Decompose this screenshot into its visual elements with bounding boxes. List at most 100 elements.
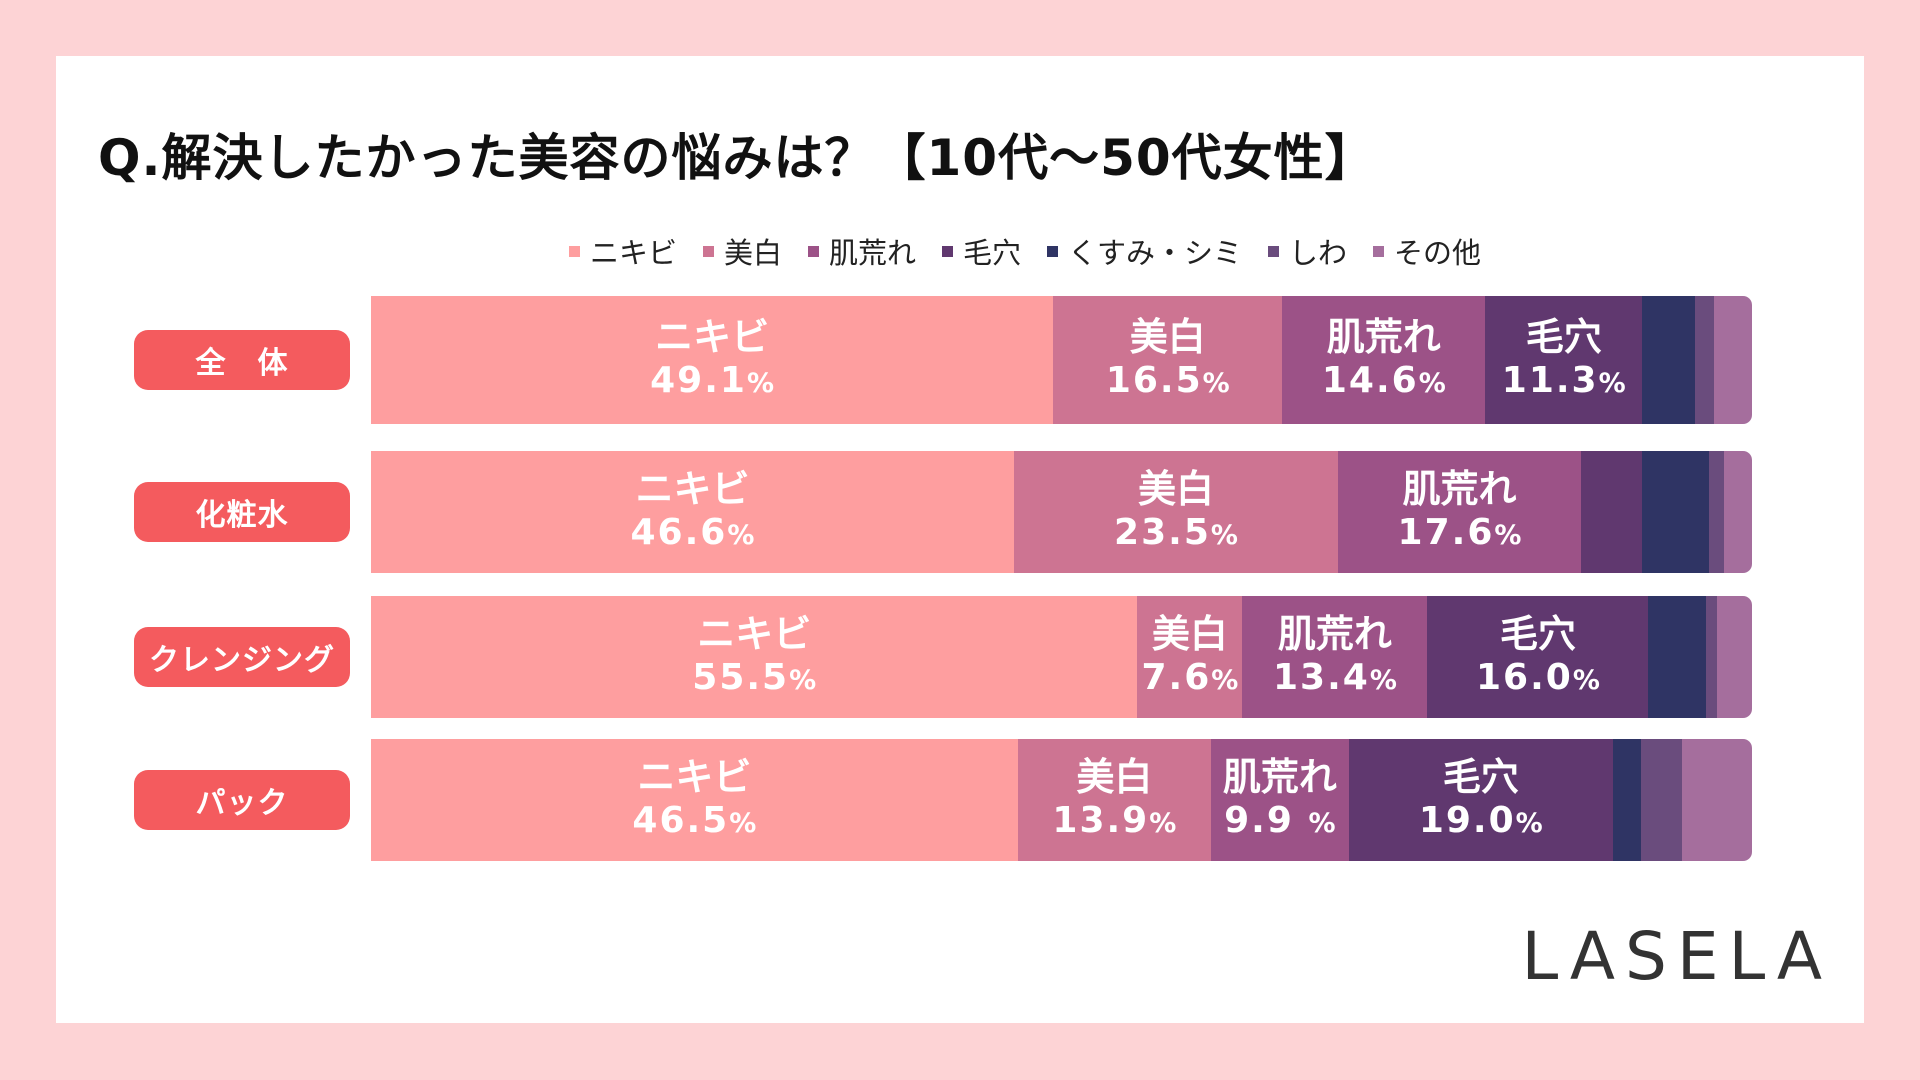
bar-segment: 毛穴 11.3% <box>1485 296 1643 424</box>
segment-value-suffix: % <box>1515 807 1543 839</box>
segment-category-label: ニキビ <box>635 466 750 511</box>
bar-segment <box>1640 739 1683 861</box>
segment-value-label: 13.4% <box>1273 656 1397 703</box>
bar-segment: 肌荒れ 14.6% <box>1282 296 1486 424</box>
legend-swatch <box>807 245 819 257</box>
bar-segment: ニキビ 49.1% <box>371 296 1054 424</box>
segment-value-suffix: % <box>1202 367 1230 399</box>
legend-swatch <box>568 245 580 257</box>
segment-category-label: 美白 <box>1151 611 1228 656</box>
bar-segment: 美白 16.5% <box>1053 296 1283 424</box>
legend-swatch <box>1268 245 1280 257</box>
legend: ニキビ 美白 肌荒れ 毛穴 くすみ・シミ しわ その他 <box>0 230 1920 272</box>
legend-item: くすみ・シミ <box>1047 230 1242 272</box>
bar-segment <box>1612 739 1641 861</box>
legend-item: 肌荒れ <box>807 230 916 272</box>
bar-segment: 肌荒れ 17.6% <box>1338 451 1581 573</box>
legend-swatch <box>1373 245 1385 257</box>
legend-swatch <box>941 245 953 257</box>
legend-item: 美白 <box>702 230 782 272</box>
legend-label: ニキビ <box>589 236 677 270</box>
segment-value-number: 13.9 <box>1052 799 1150 841</box>
legend-label: くすみ・シミ <box>1068 236 1243 270</box>
bar-segment <box>1694 296 1715 424</box>
stacked-bar: ニキビ 49.1% 美白 16.5% 肌荒れ 14.6% 毛穴 11.3% <box>371 296 1752 424</box>
segment-value-number: 14.6 <box>1321 359 1419 401</box>
bar-segment: 肌荒れ 13.4% <box>1242 596 1428 718</box>
segment-value-label: 16.0% <box>1476 656 1600 703</box>
bar-segment: 肌荒れ 9.9 % <box>1210 739 1349 861</box>
segment-value-number: 9.9 <box>1224 799 1309 841</box>
category-label: 全 体 <box>134 330 350 390</box>
bar-segment <box>1642 296 1695 424</box>
segment-value-suffix: % <box>1572 664 1600 696</box>
segment-value-number: 16.5 <box>1105 359 1203 401</box>
segment-value-suffix: % <box>1369 664 1397 696</box>
segment-category-label: 肌荒れ <box>1277 611 1392 656</box>
segment-value-suffix: % <box>1598 367 1626 399</box>
legend-label: 毛穴 <box>962 236 1021 270</box>
segment-value-label: 16.5% <box>1106 359 1230 406</box>
segment-value-label: 46.6% <box>631 511 755 558</box>
bar-segment: ニキビ 55.5% <box>371 596 1138 718</box>
legend-label: しわ <box>1289 236 1348 270</box>
legend-label: その他 <box>1394 236 1482 270</box>
bar-segment: ニキビ 46.6% <box>371 451 1014 573</box>
segment-value-suffix: % <box>1149 807 1177 839</box>
segment-category-label: 毛穴 <box>1499 611 1576 656</box>
segment-value-label: 7.6% <box>1142 656 1239 703</box>
legend-label: 肌荒れ <box>828 236 916 270</box>
segment-value-number: 46.5 <box>632 799 730 841</box>
segment-category-label: 美白 <box>1129 314 1206 359</box>
segment-value-number: 7.6 <box>1141 656 1212 698</box>
segment-value-suffix: % <box>1418 367 1446 399</box>
legend-swatch <box>1047 245 1058 257</box>
segment-value-number: 16.0 <box>1475 656 1573 698</box>
segment-category-label: 肌荒れ <box>1402 466 1517 511</box>
bar-segment <box>1724 451 1752 573</box>
segment-value-number: 49.1 <box>650 359 747 401</box>
segment-value-suffix: % <box>729 807 757 839</box>
category-label: 化粧水 <box>134 482 350 542</box>
segment-value-label: 19.0% <box>1419 799 1543 846</box>
lasela-logo: LASELA <box>1521 918 1832 995</box>
bar-segment <box>1717 596 1752 718</box>
segment-value-label: 17.6% <box>1398 511 1522 558</box>
bar-segment: ニキビ 46.5% <box>371 739 1018 861</box>
segment-value-label: 23.5% <box>1114 511 1238 558</box>
legend-item: しわ <box>1268 230 1347 272</box>
category-label: パック <box>134 770 350 830</box>
bar-segment <box>1648 596 1707 718</box>
segment-value-number: 19.0 <box>1418 799 1516 841</box>
segment-value-suffix: % <box>746 367 775 399</box>
segment-category-label: 肌荒れ <box>1222 754 1337 799</box>
chart-title: Q.解決したかった美容の悩みは？【10代〜50代女性】 <box>98 129 1376 187</box>
segment-value-number: 46.6 <box>630 511 728 553</box>
bar-segment <box>1714 296 1752 424</box>
segment-value-suffix: % <box>1308 807 1336 839</box>
segment-value-label: 49.1% <box>650 359 774 406</box>
segment-category-label: ニキビ <box>697 611 812 656</box>
segment-category-label: 毛穴 <box>1442 754 1519 799</box>
segment-value-number: 55.5 <box>692 656 790 698</box>
stacked-bar: ニキビ 46.5% 美白 13.9% 肌荒れ 9.9 % 毛穴 19.0% <box>371 739 1752 861</box>
segment-value-label: 9.9 % <box>1224 799 1335 846</box>
segment-value-label: 13.9% <box>1052 799 1176 846</box>
segment-value-label: 11.3% <box>1502 359 1626 406</box>
segment-value-label: 55.5% <box>692 656 816 703</box>
segment-category-label: 美白 <box>1076 754 1153 799</box>
bar-segment: 美白 7.6% <box>1137 596 1243 718</box>
segment-value-number: 11.3 <box>1501 359 1599 401</box>
segment-value-number: 17.6 <box>1397 511 1495 553</box>
category-label: クレンジング <box>134 627 350 687</box>
bar-segment <box>1641 451 1710 573</box>
segment-category-label: ニキビ <box>655 314 770 359</box>
segment-value-suffix: % <box>789 664 817 696</box>
segment-value-number: 23.5 <box>1114 511 1211 553</box>
segment-value-suffix: % <box>1210 519 1238 551</box>
segment-value-label: 46.5% <box>632 799 756 846</box>
bar-segment <box>1706 596 1718 718</box>
segment-category-label: 毛穴 <box>1525 314 1602 359</box>
legend-label: 美白 <box>723 236 782 270</box>
bar-segment: 美白 23.5% <box>1013 451 1339 573</box>
